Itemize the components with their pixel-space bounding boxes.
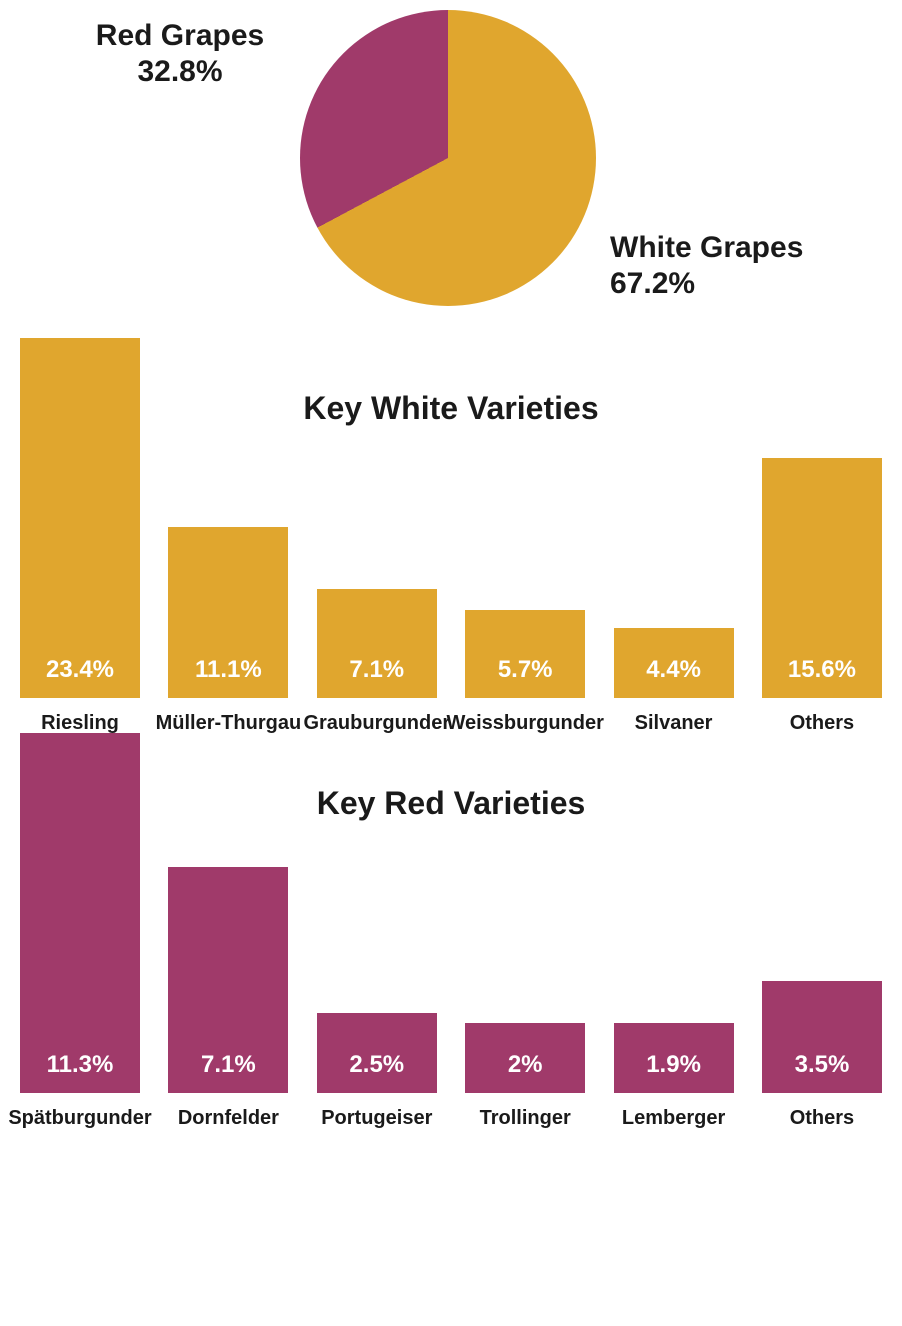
red-bar-label: Others xyxy=(790,1107,854,1130)
red-bar-chart: 11.3% Spätburgunder 7.1% Dornfelder 2.5% Port… xyxy=(0,770,902,1130)
red-bar-col: 2.5% Portugeiser xyxy=(307,1013,447,1130)
pie-label-white-name: White Grapes xyxy=(610,231,803,264)
white-bar-label: Grauburgunder xyxy=(303,712,450,735)
red-bar-value: 11.3% xyxy=(20,1051,140,1093)
white-bar-label: Weissburgunder xyxy=(446,712,603,735)
white-bar-bar: 23.4% xyxy=(20,338,140,698)
white-bar-chart: 23.4%Riesling11.1%Müller-Thurgau7.1%Grau… xyxy=(0,375,902,735)
red-bar-label: Dornfelder xyxy=(178,1107,279,1130)
red-bar-label: Lemberger xyxy=(622,1107,725,1130)
white-bar-bar: 15.6% xyxy=(762,458,882,698)
red-bar-label: Portugeiser xyxy=(321,1107,432,1130)
white-bar-label: Riesling xyxy=(41,712,119,735)
red-bar-label: Trollinger xyxy=(480,1107,571,1130)
white-bar-bar: 7.1% xyxy=(317,589,437,698)
pie-chart-circle xyxy=(300,10,596,306)
white-bar-value: 11.1% xyxy=(168,656,288,698)
red-bar-col: 3.5% Others xyxy=(752,981,892,1130)
red-bar-bar: 11.3% xyxy=(20,733,140,1093)
white-bar-bar: 5.7% xyxy=(465,610,585,698)
red-bar-bar: 2.5% xyxy=(317,1013,437,1093)
pie-label-red-pct: 32.8% xyxy=(70,54,290,90)
pie-label-red: Red Grapes 32.8% xyxy=(70,18,290,90)
red-bar-value: 7.1% xyxy=(168,1051,288,1093)
red-bar-bar: 3.5% xyxy=(762,981,882,1093)
red-varieties-section: Key Red Varieties 11.3%Spätburgunder7.1%… xyxy=(0,785,902,1150)
red-bar-col: 7.1% Dornfelder xyxy=(158,867,298,1130)
white-bar-label: Müller-Thurgau xyxy=(156,712,302,735)
pie-label-red-name: Red Grapes xyxy=(96,19,264,52)
red-bar-bar: 1.9% xyxy=(614,1023,734,1093)
red-bar-value: 2% xyxy=(465,1051,585,1093)
white-bar-value: 7.1% xyxy=(317,656,437,698)
white-bar-bar: 11.1% xyxy=(168,527,288,698)
red-bar-value: 1.9% xyxy=(614,1051,734,1093)
red-bar-value: 3.5% xyxy=(762,1051,882,1093)
white-bar-value: 15.6% xyxy=(762,656,882,698)
white-bar-col: 7.1%Grauburgunder xyxy=(307,589,447,735)
white-bar-col: 4.4% Silvaner xyxy=(604,628,744,735)
white-bar-label: Silvaner xyxy=(635,712,713,735)
white-bar-value: 23.4% xyxy=(20,656,140,698)
white-bar-col: 15.6% Others xyxy=(752,458,892,735)
red-bar-bar: 7.1% xyxy=(168,867,288,1093)
white-bar-bar: 4.4% xyxy=(614,628,734,698)
white-bar-col: 23.4% Riesling xyxy=(10,338,150,735)
red-bar-bar: 2% xyxy=(465,1023,585,1093)
white-bar-col: 11.1%Müller-Thurgau xyxy=(158,527,298,735)
white-varieties-section: Key White Varieties 23.4%Riesling11.1%Mü… xyxy=(0,390,902,755)
white-bar-value: 4.4% xyxy=(614,656,734,698)
pie-label-white: White Grapes 67.2% xyxy=(610,230,830,302)
white-bar-label: Others xyxy=(790,712,854,735)
pie-chart xyxy=(300,10,596,306)
red-bar-col: 11.3% Spätburgunder xyxy=(10,733,150,1130)
pie-label-white-pct: 67.2% xyxy=(610,266,830,302)
white-bar-value: 5.7% xyxy=(465,656,585,698)
red-bar-value: 2.5% xyxy=(317,1051,437,1093)
red-bar-col: 2% Trollinger xyxy=(455,1023,595,1130)
pie-chart-section: Red Grapes 32.8% White Grapes 67.2% xyxy=(0,0,902,370)
white-bar-col: 5.7%Weissburgunder xyxy=(455,610,595,735)
red-bar-label: Spätburgunder xyxy=(8,1107,151,1130)
red-bar-col: 1.9% Lemberger xyxy=(604,1023,744,1130)
